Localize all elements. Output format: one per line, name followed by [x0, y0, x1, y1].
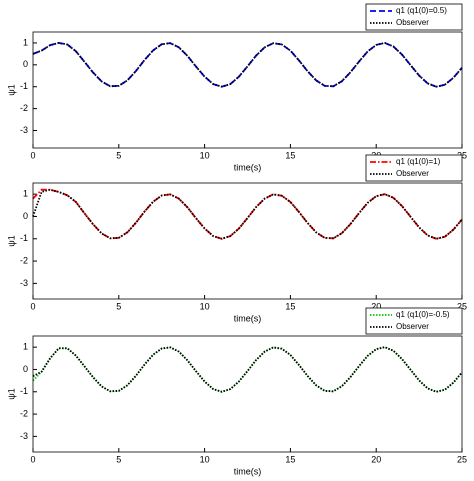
series-line [32, 346, 463, 393]
plot-area [33, 32, 462, 148]
legend-label: Observer [396, 322, 429, 331]
y-tick-label: -1 [20, 81, 28, 91]
x-tick-label: 15 [285, 454, 295, 464]
y-axis-label: ψ1 [6, 388, 16, 399]
y-tick-label: -2 [20, 255, 28, 265]
x-tick-label: 10 [200, 150, 210, 160]
x-tick-label: 15 [285, 301, 295, 311]
x-tick-label: 0 [30, 301, 35, 311]
y-tick-label: -3 [20, 431, 28, 441]
x-tick-label: 10 [200, 301, 210, 311]
y-tick-label: 1 [23, 37, 28, 47]
axes-frame [32, 335, 463, 453]
axes-frame [32, 182, 463, 300]
y-tick-label: 0 [23, 59, 28, 69]
y-axis-label: ψ1 [6, 84, 16, 95]
y-tick-label: -2 [20, 103, 28, 113]
y-tick-label: -2 [20, 408, 28, 418]
x-tick-label: 0 [30, 150, 35, 160]
x-tick-label: 25 [457, 454, 467, 464]
y-tick-label: -3 [20, 125, 28, 135]
y-tick-label: 0 [23, 211, 28, 221]
y-tick-label: -1 [20, 233, 28, 243]
x-tick-label: 0 [30, 454, 35, 464]
x-axis-label: time(s) [234, 313, 262, 323]
y-tick-label: -1 [20, 386, 28, 396]
x-tick-label: 10 [200, 454, 210, 464]
series-line [32, 41, 463, 88]
legend-box [365, 3, 463, 31]
legend-box [365, 154, 463, 182]
x-tick-label: 5 [116, 301, 121, 311]
x-tick-label: 20 [371, 454, 381, 464]
plot-area [33, 183, 462, 299]
y-tick-label: 1 [23, 342, 28, 352]
x-axis-label: time(s) [234, 162, 262, 172]
y-tick-label: 0 [23, 364, 28, 374]
x-tick-label: 5 [116, 150, 121, 160]
legend-box [365, 307, 463, 335]
axes-frame [32, 31, 463, 149]
legend-label: q1 (q1(0)=-0.5) [396, 310, 450, 319]
legend-label: q1 (q1(0)=1) [396, 157, 441, 166]
y-tick-label: -3 [20, 278, 28, 288]
x-tick-label: 20 [371, 301, 381, 311]
legend-label: q1 (q1(0)=0.5) [396, 6, 447, 15]
y-tick-label: 1 [23, 189, 28, 199]
legend-label: Observer [396, 169, 429, 178]
x-tick-label: 5 [116, 454, 121, 464]
legend-label: Observer [396, 18, 429, 27]
plot-area [33, 336, 462, 452]
x-axis-label: time(s) [234, 466, 262, 476]
series-line [32, 188, 463, 240]
x-tick-label: 25 [457, 301, 467, 311]
y-axis-label: ψ1 [6, 235, 16, 246]
x-tick-label: 15 [285, 150, 295, 160]
